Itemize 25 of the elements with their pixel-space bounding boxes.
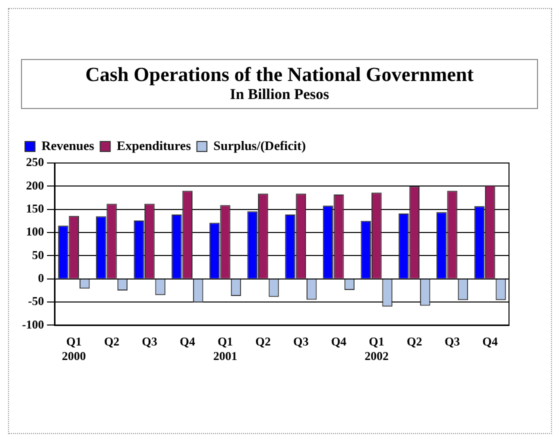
x-tick-label: Q3 <box>444 334 460 348</box>
x-tick-label: Q1 2001 <box>213 334 238 363</box>
chart-subtitle: In Billion Pesos <box>228 87 330 104</box>
y-tick-label: 200 <box>26 178 44 192</box>
y-tick-label: 50 <box>32 248 44 262</box>
x-tick-label: Q4 <box>180 334 196 348</box>
y-tick-label: 250 <box>26 155 44 170</box>
y-tick-label: 0 <box>38 270 44 285</box>
x-tick-label: Q2 <box>406 334 422 348</box>
x-tick-label: Q1 2000 <box>62 334 86 363</box>
x-tick-label: Q2 <box>104 334 120 348</box>
legend-label: Expenditures <box>116 138 191 153</box>
y-tick-label: 100 <box>26 224 44 239</box>
x-tick-label: Q3 <box>293 334 309 348</box>
x-tick-label: Q4 <box>331 334 346 348</box>
legend-label: Revenues <box>42 138 94 153</box>
x-tick-label: Q4 <box>482 334 498 348</box>
x-tick-label: Q3 <box>142 334 158 348</box>
y-tick-label: 150 <box>26 201 44 216</box>
chart-title: Cash Operations of the National Government <box>84 64 475 87</box>
legend-label: Surplus/(Deficit) <box>213 138 306 153</box>
x-tick-label: Q1 2002 <box>364 334 389 363</box>
y-tick-label: -50 <box>28 294 44 308</box>
x-tick-label: Q2 <box>255 334 271 348</box>
y-tick-label: -100 <box>22 317 44 332</box>
